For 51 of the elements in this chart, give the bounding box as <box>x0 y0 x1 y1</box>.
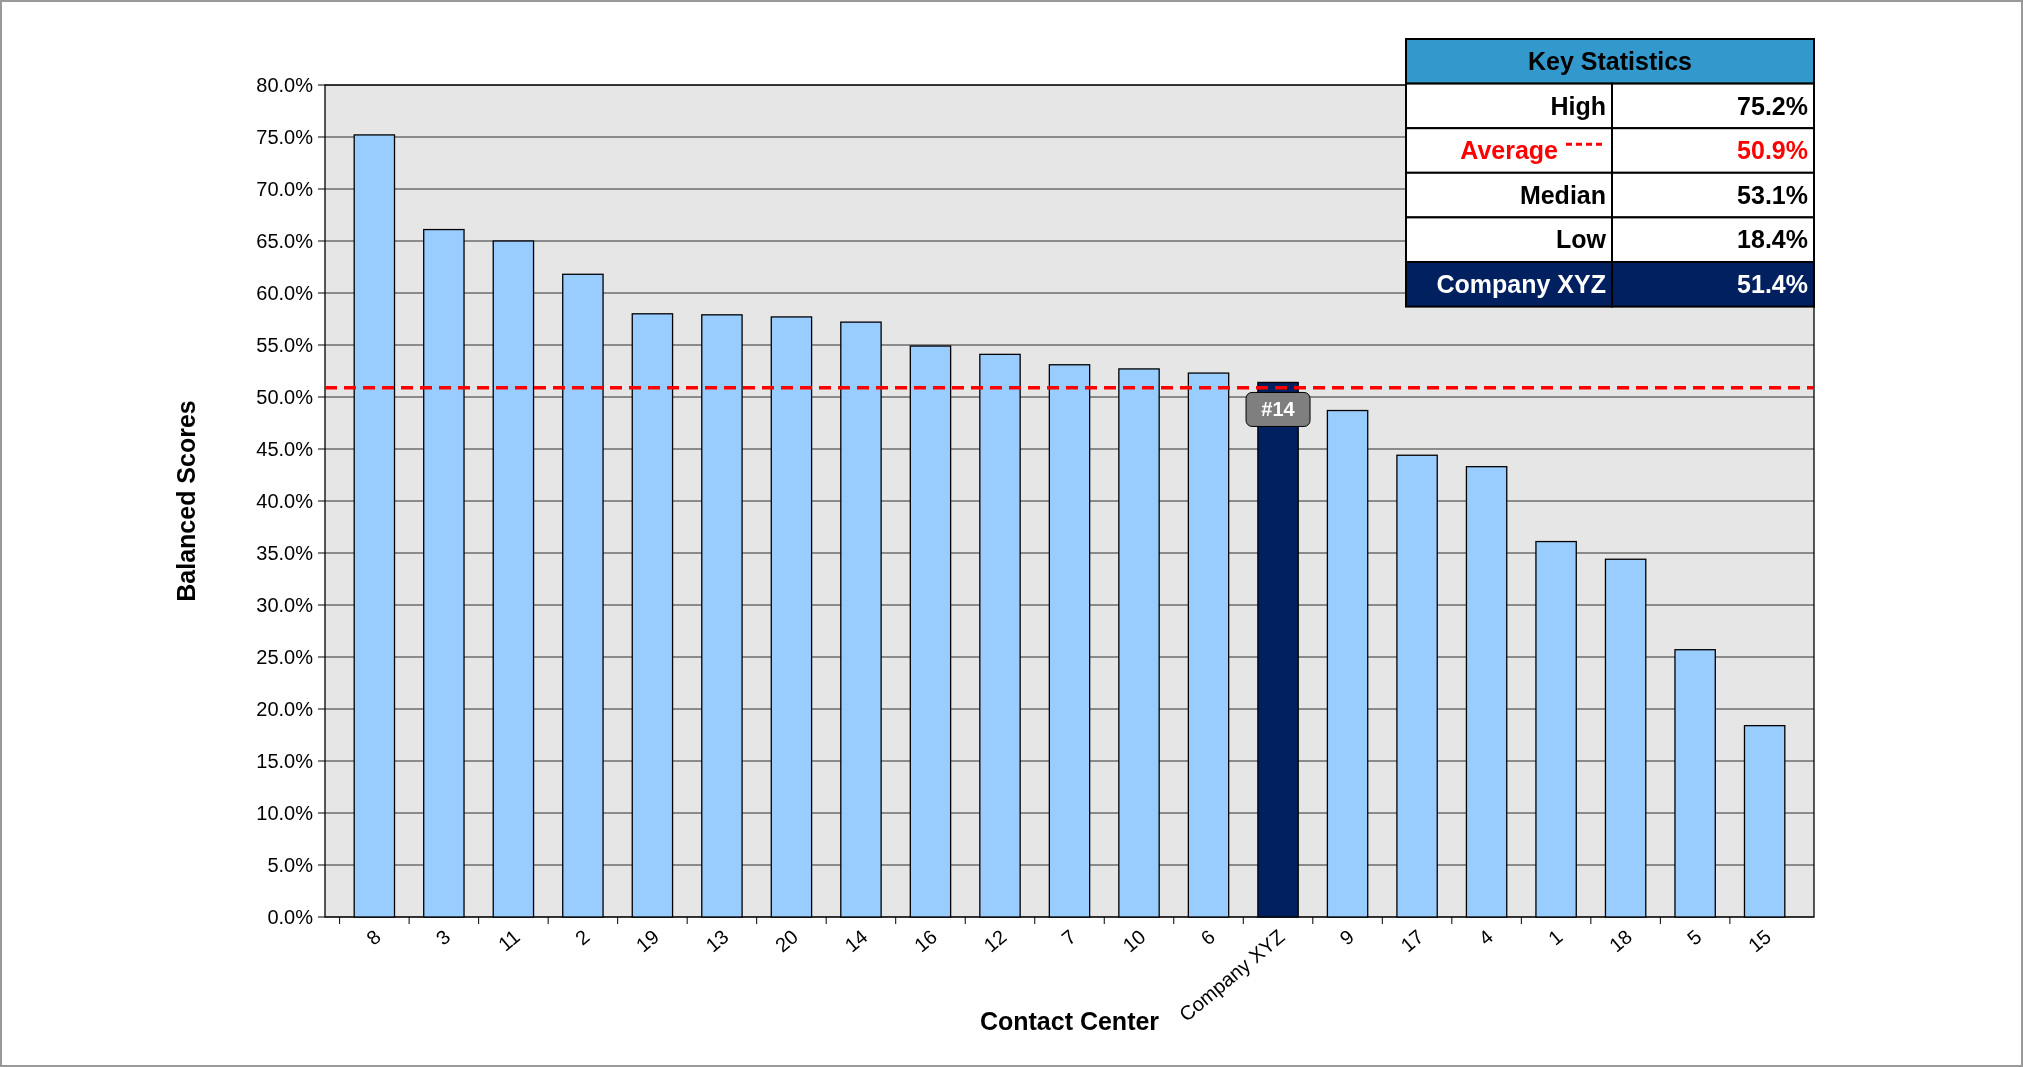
annotation: 53.1% <box>1737 180 1808 209</box>
x-tick-label: 5 <box>1683 925 1706 950</box>
y-tick-label: 10.0% <box>256 802 314 824</box>
y-tick-label: 60.0% <box>256 282 314 304</box>
x-tick-label: 10 <box>1118 925 1150 957</box>
annotation: 50.9% <box>1737 136 1808 165</box>
x-tick-label: 1 <box>1544 925 1567 950</box>
x-tick-label: 13 <box>701 925 733 957</box>
y-tick-label: 30.0% <box>256 594 314 616</box>
y-axis-title: Balanced Scores <box>172 400 200 602</box>
x-tick-label: 3 <box>431 925 455 950</box>
y-tick-label: 65.0% <box>256 230 314 252</box>
y-tick-label: 20.0% <box>256 698 314 720</box>
x-tick-label: 4 <box>1474 925 1498 950</box>
x-tick-label: 2 <box>570 925 594 950</box>
x-tick-label: 14 <box>840 925 872 957</box>
x-tick-label: 17 <box>1396 925 1428 957</box>
annotation: Median <box>1519 180 1606 209</box>
y-tick-label: 40.0% <box>256 490 314 512</box>
x-tick-label: 15 <box>1744 925 1776 957</box>
y-tick-label: 80.0% <box>256 74 314 96</box>
y-tick-label: 35.0% <box>256 542 314 564</box>
y-tick-label: 70.0% <box>256 178 314 200</box>
annotation: 18.4% <box>1737 225 1808 254</box>
x-tick-label: 9 <box>1335 925 1359 950</box>
x-tick-label: 18 <box>1605 925 1637 957</box>
x-tick-label: 7 <box>1057 925 1081 950</box>
y-tick-label: 50.0% <box>256 386 314 408</box>
x-tick-label: 8 <box>362 925 385 950</box>
x-tick-label: 16 <box>909 925 942 957</box>
y-tick-label: 5.0% <box>267 854 314 876</box>
y-tick-label: 75.0% <box>256 126 314 148</box>
x-tick-label: 12 <box>979 925 1011 957</box>
annotation: Company XYZ <box>1436 270 1606 299</box>
annotation: #14 <box>1261 398 1296 421</box>
x-tick-label: 19 <box>631 925 663 957</box>
annotation: Low <box>1556 225 1607 254</box>
x-tick-label: 11 <box>493 925 524 956</box>
y-tick-label: 0.0% <box>267 906 314 928</box>
x-tick-label: 20 <box>770 925 803 957</box>
text: Key Statistics <box>1528 47 1692 76</box>
annotation: 51.4% <box>1737 270 1808 299</box>
annotation: Average <box>1460 136 1559 165</box>
y-tick-label: 25.0% <box>256 646 314 668</box>
y-tick-label: 45.0% <box>256 438 314 460</box>
y-tick-label: 55.0% <box>256 334 314 356</box>
y-tick-label: 15.0% <box>256 750 314 772</box>
annotation: 75.2% <box>1737 91 1808 120</box>
x-tick-label: 6 <box>1196 925 1220 950</box>
annotation: High <box>1550 91 1606 120</box>
x-axis-title: Contact Center <box>979 1007 1160 1035</box>
